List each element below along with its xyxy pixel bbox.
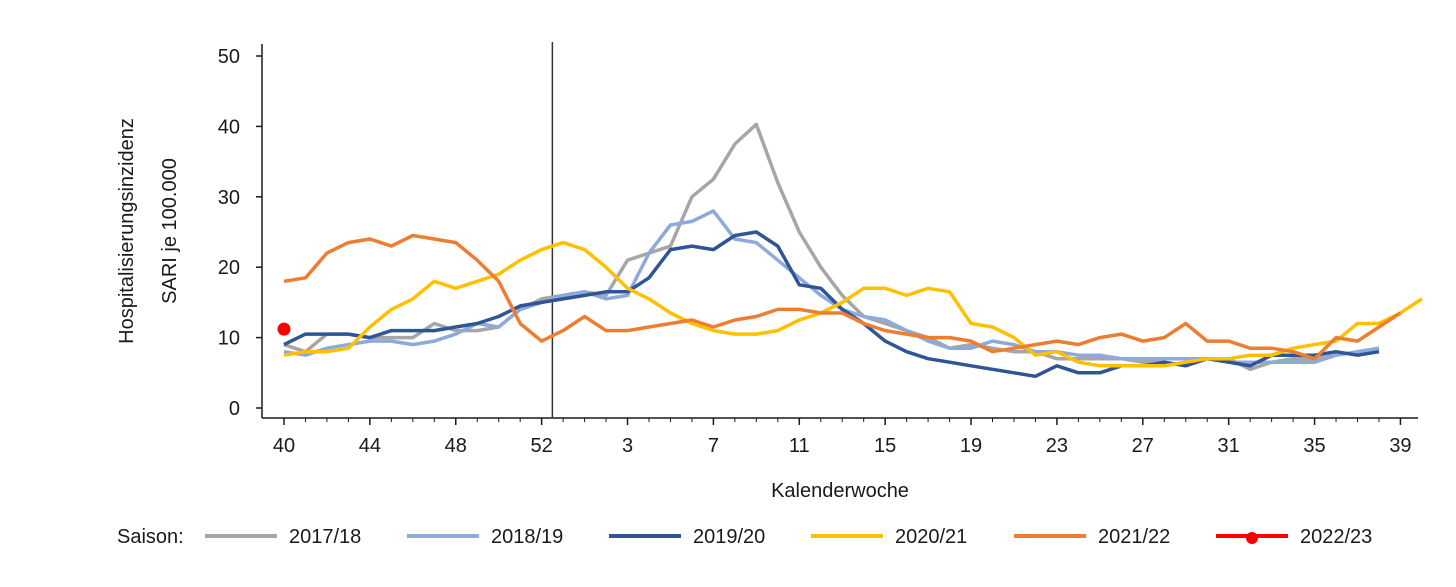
series-line-2019-20 [283, 230, 1380, 379]
y-tick-label: 50 [218, 46, 240, 68]
x-tick-label: 52 [531, 435, 553, 457]
x-tick-label: 19 [960, 435, 982, 457]
y-axis-label-line1: Hospitalisierungsinzidenz [116, 118, 138, 344]
y-axis: 0 10 20 30 40 50 [218, 44, 263, 420]
series-point-2022-23 [277, 322, 291, 336]
x-tick-label: 31 [1218, 435, 1240, 457]
legend-label-2021-22: 2021/22 [1098, 526, 1170, 548]
x-axis-label: Kalenderwoche [771, 480, 909, 502]
legend-label-2019-20: 2019/20 [693, 526, 765, 548]
legend-label-2017-18: 2017/18 [289, 526, 361, 548]
x-tick-label: 3 [622, 435, 633, 457]
y-tick-label: 40 [218, 116, 240, 138]
legend: Saison: 2017/18 2018/19 2019/20 2020/21 2021… [117, 526, 1372, 548]
series-layer [277, 122, 1423, 379]
legend-marker-2022-23 [1246, 532, 1258, 544]
x-tick-label: 40 [273, 435, 295, 457]
x-tick-label: 44 [359, 435, 381, 457]
x-tick-label: 39 [1389, 435, 1411, 457]
x-tick-label: 23 [1046, 435, 1068, 457]
x-axis: 40 44 48 52 3 7 11 15 19 23 27 31 35 39 [262, 417, 1418, 457]
x-tick-label: 11 [789, 435, 810, 457]
y-axis-label-line2: SARI je 100.000 [159, 158, 181, 304]
x-tick-label: 48 [445, 435, 467, 457]
series-line-2020-21 [283, 240, 1423, 368]
x-tick-label: 15 [874, 435, 896, 457]
y-tick-label: 20 [218, 257, 240, 279]
legend-label-2020-21: 2020/21 [895, 526, 967, 548]
x-tick-label: 35 [1303, 435, 1325, 457]
y-tick-label: 30 [218, 187, 240, 209]
x-tick-label: 27 [1132, 435, 1154, 457]
legend-label-2022-23: 2022/23 [1300, 526, 1372, 548]
y-tick-label: 0 [229, 398, 240, 420]
series-line-2021-22 [283, 233, 1402, 361]
legend-label-2018-19: 2018/19 [491, 526, 563, 548]
y-tick-label: 10 [218, 328, 240, 350]
series-line-2017-18 [283, 122, 1380, 372]
x-tick-label: 7 [708, 435, 719, 457]
legend-title: Saison: [117, 526, 184, 548]
